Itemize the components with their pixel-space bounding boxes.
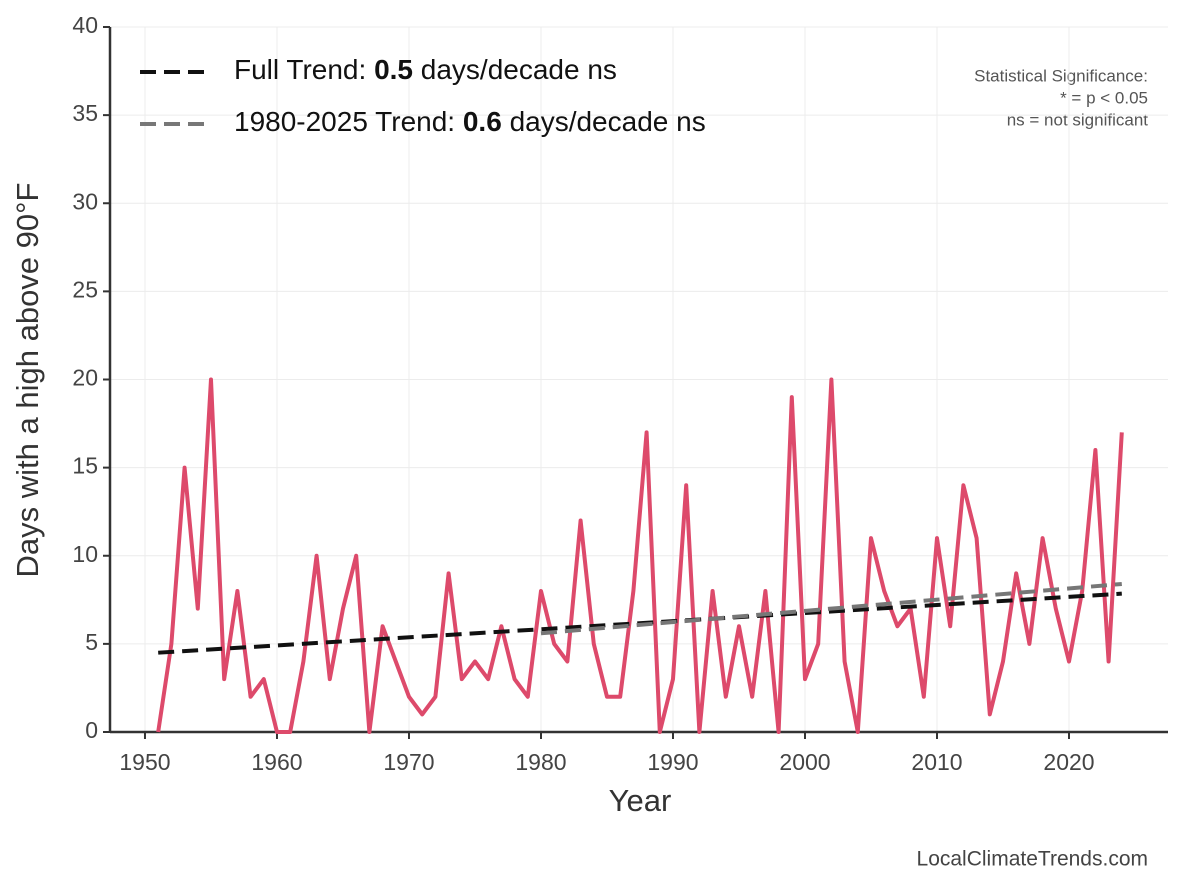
legend-slope: 0.6 xyxy=(463,106,502,137)
data-line xyxy=(156,377,1124,734)
legend-unit: days/decade ns xyxy=(510,106,706,137)
y-tick-label: 15 xyxy=(72,453,98,479)
legend-name: Full Trend: xyxy=(234,54,366,85)
x-tick-label: 1970 xyxy=(383,749,434,775)
legend-unit: days/decade ns xyxy=(421,54,617,85)
y-tick-label: 35 xyxy=(72,100,98,126)
x-tick-label: 2010 xyxy=(911,749,962,775)
x-tick-label: 1990 xyxy=(647,749,698,775)
y-tick-label: 30 xyxy=(72,188,98,214)
note: * = p < 0.05 xyxy=(1060,88,1148,107)
y-tick-label: 40 xyxy=(72,12,98,38)
legend-entry: 1980-2025 Trend: 0.6 days/decade ns xyxy=(234,106,706,137)
legend-slope: 0.5 xyxy=(374,54,413,85)
y-tick-label: 5 xyxy=(85,629,98,655)
x-tick-label: 1980 xyxy=(515,749,566,775)
x-tick-label: 2000 xyxy=(779,749,830,775)
y-tick-label: 0 xyxy=(85,717,98,743)
source: LocalClimateTrends.com xyxy=(917,848,1148,871)
trend-line xyxy=(540,581,1122,636)
legend-entry: Full Trend: 0.5 days/decade ns xyxy=(234,54,617,85)
note: ns = not significant xyxy=(1007,110,1149,129)
y-tick-label: 25 xyxy=(72,276,98,302)
y-tick-label: 10 xyxy=(72,541,98,567)
legend-name: 1980-2025 Trend: xyxy=(234,106,455,137)
x-tick-label: 1950 xyxy=(119,749,170,775)
x-tick-label: 2020 xyxy=(1043,749,1094,775)
x-tick-label: 1960 xyxy=(251,749,302,775)
x-axis-label: Year xyxy=(609,783,672,818)
note: Statistical Significance: xyxy=(974,66,1148,85)
y-tick-label: 20 xyxy=(72,365,98,391)
y-axis-label: Days with a high above 90°F xyxy=(10,183,45,578)
